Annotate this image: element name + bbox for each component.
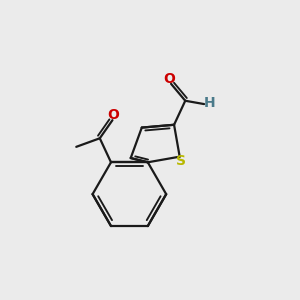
Text: O: O bbox=[107, 108, 119, 122]
Text: S: S bbox=[176, 154, 186, 168]
Text: H: H bbox=[204, 96, 215, 110]
Text: O: O bbox=[164, 71, 176, 85]
